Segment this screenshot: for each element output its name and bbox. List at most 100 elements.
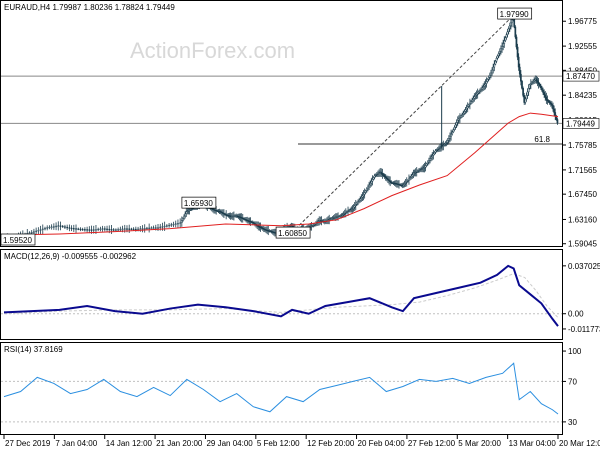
candle-body [403, 183, 406, 185]
macd-signal-line [3, 273, 559, 318]
candle-body [502, 43, 505, 47]
candle-body [103, 228, 106, 230]
candle-body [108, 228, 111, 231]
candle-body [312, 224, 315, 227]
candle-body [340, 215, 343, 217]
candle-body [487, 76, 490, 80]
candle-body [496, 55, 499, 59]
candle-body [148, 227, 150, 230]
candle-body [506, 31, 509, 35]
candle-body [479, 90, 481, 93]
price-annotation-box [0, 233, 36, 246]
price-header: EURAUD,H4 1.79987 1.80236 1.78824 1.7944… [4, 3, 175, 12]
candle-body [493, 63, 496, 68]
candle-body [407, 180, 409, 182]
candle-body [466, 106, 469, 109]
time-tick-label: 5 Feb 12:00 [257, 439, 300, 448]
candle-body [541, 87, 543, 91]
price-tick-label: 1.67450 [568, 190, 597, 199]
candle-body [343, 212, 346, 215]
macd-lines [1, 264, 562, 327]
price-axis: 1.967751.925551.884501.842351.800151.757… [562, 17, 597, 249]
candle-body [522, 88, 524, 96]
fib-label: 61.8 [534, 135, 550, 144]
macd-header: MACD(12,26,9) -0.009555 -0.002962 [4, 252, 137, 261]
candle-body [358, 199, 360, 202]
candle-body [384, 176, 387, 179]
candle-body [474, 95, 477, 97]
candle-body [150, 227, 153, 229]
candle-body [433, 152, 436, 155]
candle-body [456, 119, 459, 123]
candle-body [90, 229, 93, 231]
price-annotation: 1.97990 [500, 10, 529, 19]
candle-body [370, 181, 373, 184]
candle-body [92, 229, 95, 231]
candle-body [135, 228, 137, 231]
candle-body [431, 155, 434, 158]
candle-body [450, 133, 452, 137]
time-tick-label: 5 Mar 20:00 [458, 439, 501, 448]
candle-body [404, 182, 407, 184]
candle-body [428, 160, 430, 163]
candle-body [106, 228, 108, 230]
level-label: 1.87470 [566, 72, 595, 81]
candle-body [35, 230, 37, 233]
candle-body [507, 28, 510, 32]
candle-body [476, 92, 479, 95]
candle-body [81, 229, 84, 231]
candle-body [130, 228, 133, 230]
rsi-tick-label: 100 [568, 347, 582, 356]
price-annotation: 1.60850 [278, 229, 307, 238]
candle-body [359, 198, 362, 201]
candle-body [535, 78, 538, 81]
candle-body [442, 144, 445, 147]
candle-body [556, 119, 559, 124]
rsi-panel-frame [0, 342, 563, 435]
candle-body [455, 122, 458, 126]
candle-body [168, 224, 170, 227]
candle-body [470, 101, 472, 104]
candle-body [190, 208, 193, 210]
candle-body [545, 96, 548, 100]
price-tick-label: 1.63160 [568, 215, 597, 224]
time-tick-label: 21 Jan 20:00 [156, 439, 203, 448]
candle-body [525, 95, 528, 100]
rsi-tick-label: 70 [568, 377, 577, 386]
time-tick-label: 29 Jan 04:00 [206, 439, 253, 448]
candle-body [448, 138, 450, 141]
candle-body [452, 129, 455, 133]
candle-body [432, 153, 435, 156]
price-tick-label: 1.84235 [568, 91, 597, 100]
candle-body [467, 104, 470, 107]
candle-body [183, 215, 185, 219]
rsi-tick-label: 30 [568, 418, 577, 427]
candle-body [170, 224, 173, 226]
candle-body [453, 126, 456, 130]
candle-body [411, 174, 414, 177]
candle-body [341, 214, 344, 216]
candle-body [53, 226, 55, 228]
candle-body [462, 112, 465, 115]
candle-body [532, 80, 534, 83]
candle-body [498, 50, 501, 54]
rsi-axis: 100 70 30 [562, 347, 582, 427]
time-axis: 27 Dec 2019 7 Jan 04:00 14 Jan 12:00 21 Jan… [3, 435, 600, 448]
watermark: ActionForex.com [130, 38, 295, 63]
macd-tick-label: 0.00 [568, 310, 584, 319]
candle-body [163, 225, 166, 228]
candle-body [362, 194, 365, 197]
candle-body [119, 228, 122, 231]
candle-body [41, 228, 44, 230]
candle-body [381, 172, 384, 175]
candle-body [410, 175, 413, 178]
candle-body [439, 147, 441, 149]
candle-body [380, 171, 383, 174]
candle-body [30, 231, 33, 234]
candle-body [360, 197, 363, 199]
candle-body [390, 181, 393, 183]
candle-body [438, 148, 440, 150]
candle-body [473, 96, 476, 99]
candle-body [491, 69, 493, 74]
